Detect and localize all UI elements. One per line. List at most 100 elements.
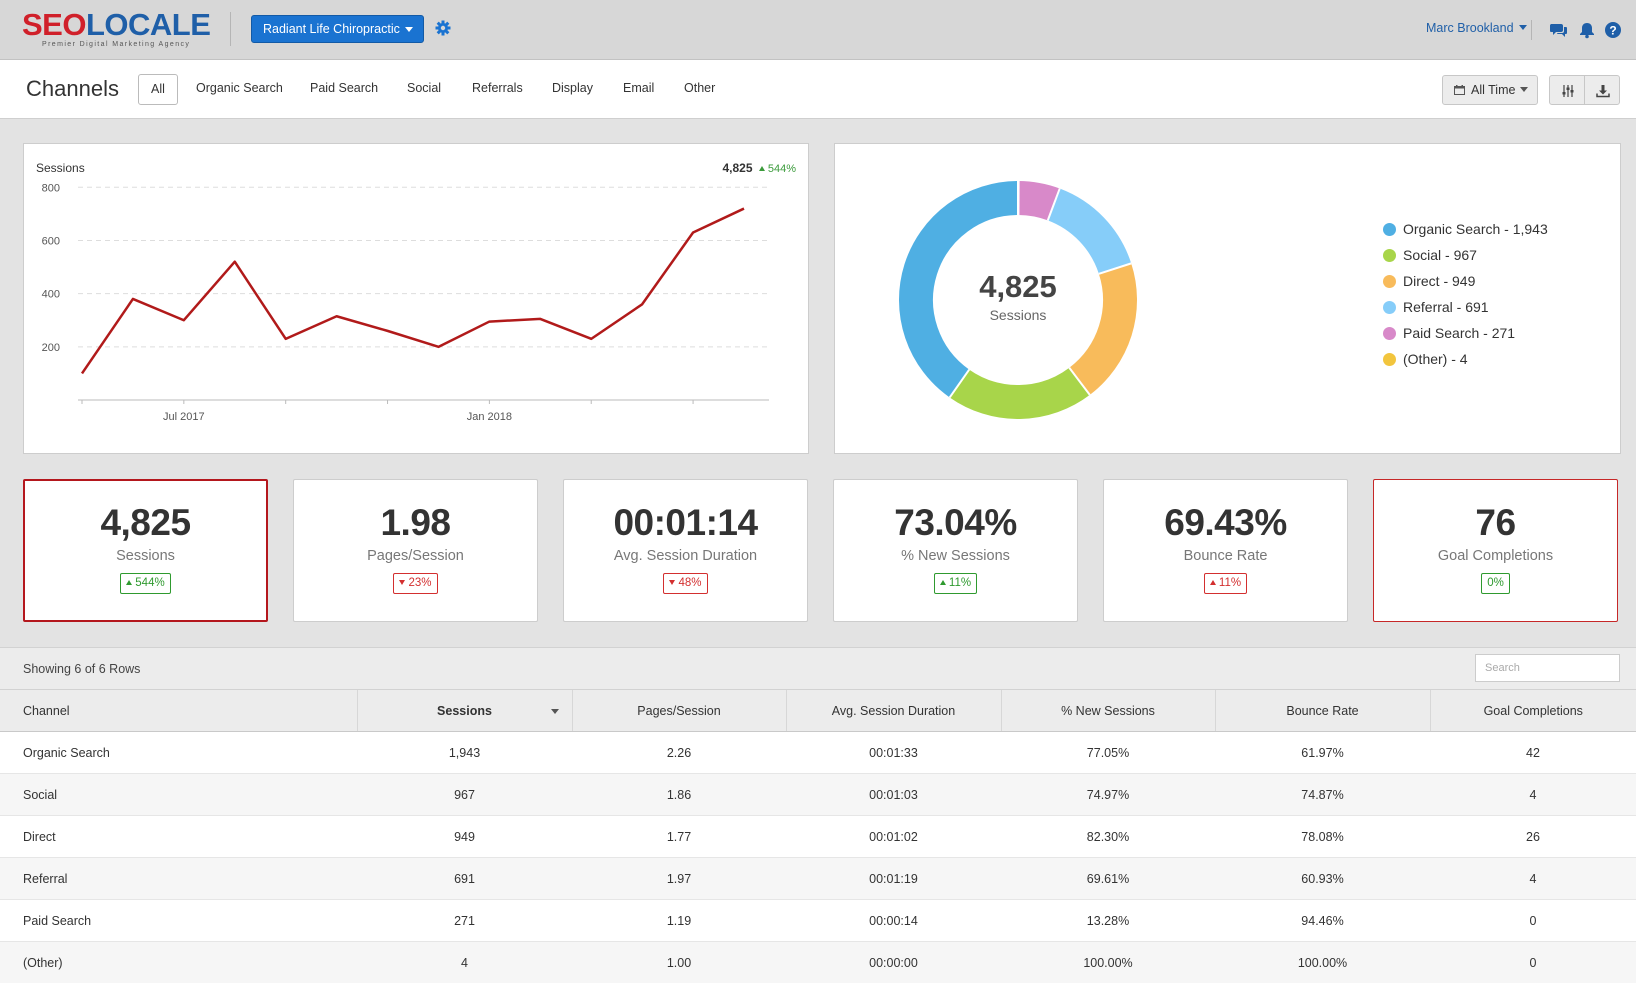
kpi-label: Pages/Session (367, 548, 464, 564)
tab-referrals[interactable]: Referrals (472, 81, 523, 95)
data-point[interactable] (484, 317, 494, 327)
user-menu[interactable]: Marc Brookland (1426, 21, 1527, 35)
donut-slice-paid-search[interactable] (1017, 181, 1060, 221)
cell-sessions: 271 (357, 899, 572, 942)
legend-label: (Other) - 4 (1403, 351, 1468, 367)
kpi-label: Sessions (116, 548, 175, 564)
kpi-change: 48% (678, 577, 702, 589)
donut-slice-social[interactable] (949, 367, 1090, 419)
bell-icon[interactable] (1578, 21, 1596, 39)
tab-all[interactable]: All (138, 74, 178, 105)
column-header-sessions[interactable]: Sessions (356, 689, 572, 732)
tab-social[interactable]: Social (407, 81, 442, 95)
divider (1531, 20, 1532, 40)
cell-avg-session-duration: 00:01:02 (786, 815, 1001, 858)
caret-down-icon (1518, 25, 1527, 30)
kpi-change: 0% (1487, 577, 1504, 589)
tab-organic-search[interactable]: Organic Search (196, 81, 283, 95)
table-header-row: Channel Sessions Pages/Session Avg. Sess… (0, 689, 1636, 732)
data-point[interactable] (281, 334, 291, 344)
cell-new-sessions: 74.97% (1001, 773, 1215, 816)
line-chart-total-value: 4,825 (722, 161, 753, 175)
date-range-button[interactable]: All Time (1442, 75, 1538, 105)
column-header-pages-session[interactable]: Pages/Session (571, 689, 786, 732)
kpi-card-new-sessions[interactable]: 73.04% % New Sessions 11% (833, 479, 1078, 622)
page-title: Channels (26, 76, 119, 101)
data-point[interactable] (230, 257, 240, 267)
tab-display[interactable]: Display (552, 81, 593, 95)
chat-icon[interactable] (1550, 21, 1568, 39)
legend-item-paid-search[interactable]: Paid Search - 271 (1383, 325, 1548, 351)
data-point[interactable] (586, 334, 596, 344)
table-row: Paid Search 271 1.19 00:00:14 13.28% 94.… (0, 899, 1636, 942)
gear-icon[interactable] (435, 20, 451, 36)
line-chart-change-value: 544% (767, 163, 796, 175)
legend-dot (1383, 249, 1396, 262)
page-footer (0, 983, 1636, 1004)
data-point[interactable] (128, 294, 138, 304)
logo[interactable]: SEOLOCALE Premier Digital Marketing Agen… (22, 9, 216, 50)
sliders-icon (1562, 85, 1574, 97)
tab-other[interactable]: Other (684, 81, 716, 95)
column-header-label: Sessions (437, 703, 492, 718)
tab-paid-search[interactable]: Paid Search (310, 81, 379, 95)
data-point[interactable] (688, 227, 698, 237)
user-name: Marc Brookland (1426, 21, 1514, 35)
kpi-card-sessions[interactable]: 4,825 Sessions 544% (23, 479, 268, 622)
data-point[interactable] (77, 368, 87, 378)
kpi-label: Bounce Rate (1183, 548, 1268, 564)
cell-new-sessions: 69.61% (1001, 857, 1215, 900)
top-bar: SEOLOCALE Premier Digital Marketing Agen… (0, 0, 1636, 60)
cell-avg-session-duration: 00:01:19 (786, 857, 1001, 900)
y-tick-label: 400 (42, 289, 60, 301)
tab-email[interactable]: Email (623, 81, 655, 95)
cell-channel: Organic Search (0, 731, 357, 774)
client-selector[interactable]: Radiant Life Chiropractic (251, 15, 424, 43)
sessions-line-chart: 200 400 600 800 Jul 2017 Jan 2018 (42, 182, 769, 423)
cell-pages-session: 1.00 (572, 941, 786, 984)
data-point[interactable] (383, 326, 393, 336)
column-header-new-sessions[interactable]: % New Sessions (1000, 689, 1215, 732)
data-point[interactable] (332, 311, 342, 321)
slice-separator (1046, 188, 1061, 221)
cell-sessions: 1,943 (357, 731, 572, 774)
data-point[interactable] (179, 315, 189, 325)
cell-channel: (Other) (0, 941, 357, 984)
kpi-card-goal-completions[interactable]: 76 Goal Completions 0% (1373, 479, 1618, 622)
kpi-card-avg-session-duration[interactable]: 00:01:14 Avg. Session Duration 48% (563, 479, 808, 622)
cell-channel: Referral (0, 857, 357, 900)
legend-item-referral[interactable]: Referral - 691 (1383, 299, 1548, 325)
donut-slice-referral[interactable] (1047, 188, 1132, 275)
cell-channel: Direct (0, 815, 357, 858)
donut-slice-organic-search[interactable] (899, 181, 1019, 398)
arrow-down-icon (399, 580, 406, 585)
kpi-card-bounce-rate[interactable]: 69.43% Bounce Rate 11% (1103, 479, 1348, 622)
data-point[interactable] (637, 299, 647, 309)
cell-bounce-rate: 61.97% (1215, 731, 1430, 774)
data-point[interactable] (535, 314, 545, 324)
data-point[interactable] (739, 204, 749, 214)
cell-new-sessions: 13.28% (1001, 899, 1215, 942)
filter-settings-button[interactable] (1549, 75, 1585, 105)
column-header-goal-completions[interactable]: Goal Completions (1429, 689, 1636, 732)
download-button[interactable] (1584, 75, 1620, 105)
legend-item-direct[interactable]: Direct - 949 (1383, 273, 1548, 299)
legend-item-social[interactable]: Social - 967 (1383, 247, 1548, 273)
kpi-card-pages-session[interactable]: 1.98 Pages/Session 23% (293, 479, 538, 622)
cell-channel: Paid Search (0, 899, 357, 942)
legend-item-organic-search[interactable]: Organic Search - 1,943 (1383, 221, 1548, 247)
kpi-change-badge: 544% (120, 573, 171, 594)
help-icon[interactable]: ? (1604, 21, 1622, 39)
table-search-input[interactable] (1475, 654, 1620, 682)
line-chart-change: 544% (758, 163, 796, 175)
column-header-bounce-rate[interactable]: Bounce Rate (1214, 689, 1430, 732)
data-point[interactable] (433, 342, 443, 352)
legend-item-other[interactable]: (Other) - 4 (1383, 351, 1548, 377)
kpi-label: Goal Completions (1437, 548, 1554, 564)
cell-pages-session: 1.77 (572, 815, 786, 858)
donut-slice-direct[interactable] (1068, 263, 1137, 395)
column-header-avg-session-duration[interactable]: Avg. Session Duration (785, 689, 1001, 732)
column-header-channel[interactable]: Channel (0, 689, 357, 732)
cell-pages-session: 1.97 (572, 857, 786, 900)
cell-sessions: 967 (357, 773, 572, 816)
